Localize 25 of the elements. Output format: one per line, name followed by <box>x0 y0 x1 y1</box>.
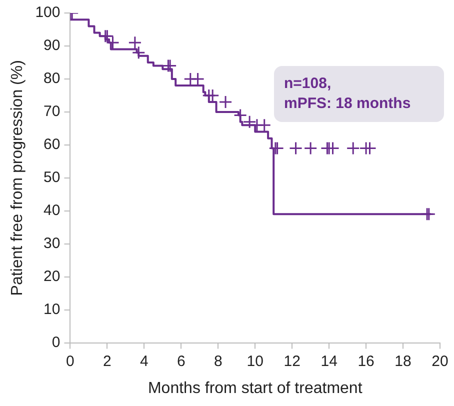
note-box: n=108, mPFS: 18 months <box>274 66 444 122</box>
x-tick-label: 0 <box>66 352 74 370</box>
y-tick-label: 100 <box>35 4 60 22</box>
x-tick-label: 18 <box>394 352 412 370</box>
y-tick-label: 80 <box>44 70 60 88</box>
x-tick-label: 16 <box>358 352 374 370</box>
y-tick-label: 40 <box>44 202 60 220</box>
y-tick-label: 90 <box>44 37 60 54</box>
x-tick-label: 14 <box>320 352 338 370</box>
x-tick-label: 10 <box>246 352 264 370</box>
y-tick-label: 50 <box>44 169 60 186</box>
x-axis-title: Months from start of treatment <box>148 380 363 397</box>
y-tick-label: 20 <box>44 268 60 285</box>
y-axis-title: Patient free from progression (%) <box>9 60 26 296</box>
x-tick-label: 8 <box>214 352 222 370</box>
x-tick-label: 4 <box>140 352 148 370</box>
x-tick-label: 12 <box>284 352 300 370</box>
y-tick-label: 10 <box>44 300 60 318</box>
x-tick-label: 20 <box>432 352 448 370</box>
x-tick-label: 6 <box>176 352 186 370</box>
y-tick-label: 0 <box>52 334 60 351</box>
y-tick-label: 30 <box>44 235 60 252</box>
x-tick-label: 2 <box>103 352 112 370</box>
y-tick-label: 70 <box>44 103 60 120</box>
y-tick-label: 60 <box>44 136 60 154</box>
